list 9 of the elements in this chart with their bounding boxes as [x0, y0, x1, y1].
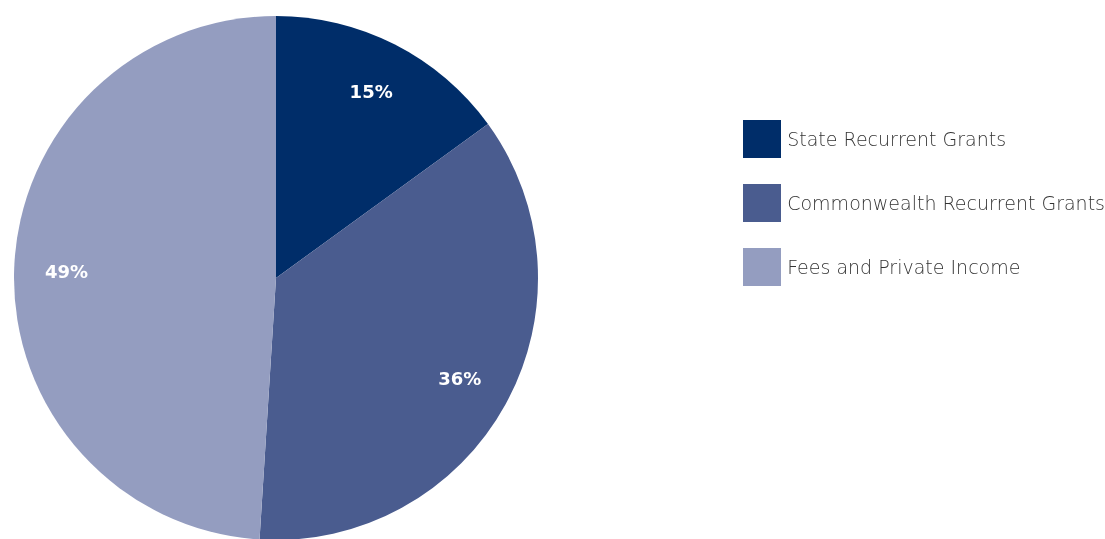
data-label: 15%	[349, 80, 393, 102]
pie-slice	[14, 16, 276, 539]
legend-label: Fees and Private Income	[787, 256, 1021, 278]
pie-slice	[259, 124, 538, 539]
legend-label: State Recurrent Grants	[787, 128, 1007, 150]
data-label: 49%	[44, 260, 89, 282]
pie-slice	[276, 16, 488, 278]
legend-label: Commonwealth Recurrent Grants	[787, 192, 1105, 214]
data-label: 36%	[438, 368, 482, 390]
